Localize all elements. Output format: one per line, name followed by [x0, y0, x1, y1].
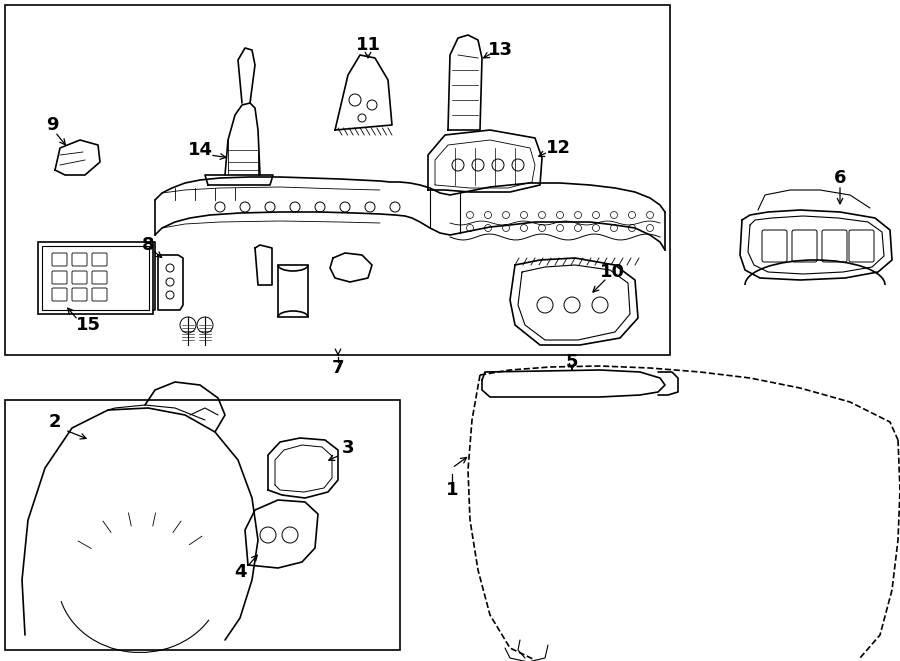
Text: 8: 8: [141, 236, 154, 254]
Text: 14: 14: [187, 141, 212, 159]
Bar: [38, 242, 153, 314]
Text: 10: 10: [599, 263, 625, 281]
Text: 13: 13: [488, 41, 512, 59]
Text: 7: 7: [332, 359, 344, 377]
Text: 3: 3: [342, 439, 355, 457]
Text: 2: 2: [49, 413, 61, 431]
Text: 9: 9: [46, 116, 58, 134]
Text: 11: 11: [356, 36, 381, 54]
Bar: [5, 400, 400, 650]
Text: 12: 12: [545, 139, 571, 157]
Text: 1: 1: [446, 481, 458, 499]
Bar: [42, 246, 149, 310]
Bar: [5, 5, 670, 355]
Text: 5: 5: [566, 353, 578, 371]
Bar: [278, 265, 308, 317]
Text: 6: 6: [833, 169, 846, 187]
Text: 15: 15: [76, 316, 101, 334]
Text: 4: 4: [234, 563, 247, 581]
